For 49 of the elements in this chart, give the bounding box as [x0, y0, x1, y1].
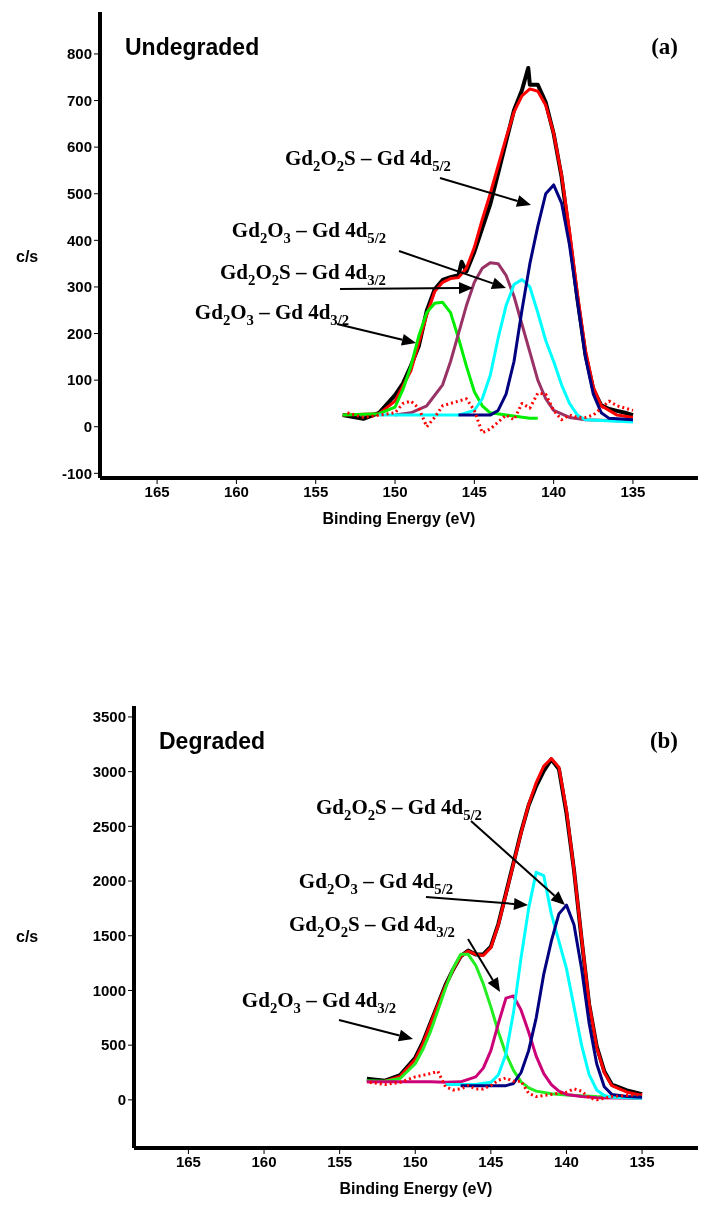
x-axis-title: Binding Energy (eV)	[339, 1180, 493, 1197]
y-tick-label: 300	[66, 278, 92, 296]
x-tick-label: 150	[382, 482, 408, 500]
x-tick-label: 160	[251, 1152, 277, 1170]
x-tick-label: 145	[461, 482, 487, 500]
y-tick-label: 400	[66, 231, 92, 249]
y-tick-label: 2000	[92, 872, 126, 890]
text: (a)	[651, 34, 678, 60]
x-tick-label: 165	[144, 482, 170, 500]
y-axis-title: c/s	[16, 248, 39, 266]
y-tick-label: 600	[66, 138, 92, 156]
x-tick-label: 165	[175, 1152, 201, 1170]
x-tick-label: 135	[629, 1152, 655, 1170]
x-tick-label: 145	[478, 1152, 504, 1170]
annotation: Gd$_{2}$O$_{3}$ – Gd 4d$_{5/2}$	[231, 218, 387, 246]
x-tick-label: 150	[402, 1152, 428, 1170]
y-tick-label: 2500	[92, 817, 126, 835]
y-tick-label: 1500	[92, 927, 126, 945]
annotation: Gd$_{2}$O$_{3}$ – Gd 4d$_{5/2}$	[298, 869, 454, 897]
text: (b)	[649, 728, 678, 754]
x-tick-label: 140	[553, 1152, 579, 1170]
y-tick-label: 200	[66, 324, 92, 342]
text: Degraded	[159, 728, 266, 755]
x-tick-label: 135	[620, 482, 646, 500]
line-series	[456, 183, 635, 422]
annotation: Gd$_{2}$O$_{2}$S – Gd 4d$_{5/2}$	[285, 146, 451, 174]
x-tick-label: 155	[327, 1152, 353, 1170]
x-tick-label: 155	[303, 482, 329, 500]
y-tick-label: -100	[61, 464, 92, 482]
y-tick-label: 700	[66, 91, 92, 109]
x-tick-label: 160	[223, 482, 249, 500]
y-tick-label: 1000	[92, 981, 126, 999]
annotation: Gd$_{2}$O$_{2}$S – Gd 4d$_{5/2}$	[316, 795, 482, 823]
annotation: Gd$_{2}$O$_{2}$S – Gd 4d$_{3/2}$	[220, 260, 386, 288]
text: Undegraded	[125, 34, 260, 61]
y-tick-label: 3500	[92, 708, 126, 726]
y-axis-title: c/s	[16, 928, 39, 946]
y-tick-label: 0	[117, 1091, 126, 1109]
y-tick-label: 100	[66, 371, 92, 389]
y-tick-label: 800	[66, 45, 92, 63]
y-tick-label: 500	[100, 1036, 126, 1054]
x-tick-label: 140	[541, 482, 567, 500]
y-tick-label: 500	[66, 185, 92, 203]
y-tick-label: 0	[83, 418, 92, 436]
x-axis-title: Binding Energy (eV)	[322, 510, 476, 527]
annotation: Gd$_{2}$O$_{2}$S – Gd 4d$_{3/2}$	[289, 912, 455, 940]
y-tick-label: 3000	[92, 762, 126, 780]
annotation: Gd$_{2}$O$_{3}$ – Gd 4d$_{3/2}$	[194, 300, 350, 328]
annotation: Gd$_{2}$O$_{3}$ – Gd 4d$_{3/2}$	[241, 988, 397, 1016]
